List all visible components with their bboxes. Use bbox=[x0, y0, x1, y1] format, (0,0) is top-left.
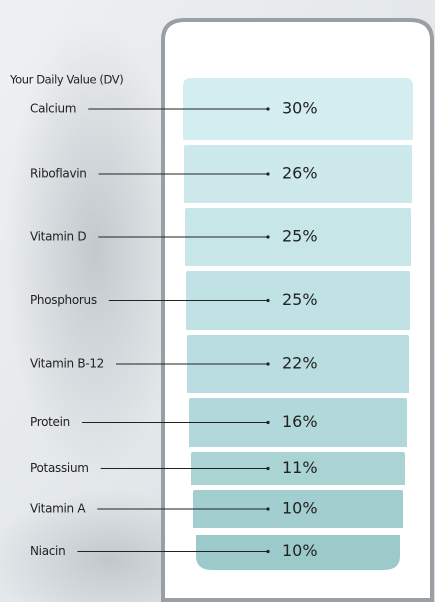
background-figure bbox=[5, 20, 185, 480]
connector-dot bbox=[266, 467, 269, 470]
connector-dot bbox=[266, 507, 269, 510]
nutrient-name: Protein bbox=[30, 415, 70, 429]
connector-dot bbox=[266, 421, 269, 424]
connector-dot bbox=[266, 107, 269, 110]
nutrient-value: 25% bbox=[282, 227, 318, 246]
connector-dot bbox=[266, 299, 269, 302]
connector-dot bbox=[266, 235, 269, 238]
nutrient-name: Niacin bbox=[30, 544, 65, 558]
nutrient-name: Phosphorus bbox=[30, 293, 97, 307]
infographic: Your Daily Value (DV) Calcium 30% Riboflav… bbox=[0, 0, 435, 602]
connector-dot bbox=[266, 550, 269, 553]
nutrient-value: 22% bbox=[282, 354, 318, 373]
nutrient-name: Vitamin A bbox=[30, 502, 86, 516]
nutrient-value: 26% bbox=[282, 164, 318, 183]
nutrient-value: 11% bbox=[282, 458, 318, 477]
nutrient-value: 10% bbox=[282, 499, 318, 518]
nutrient-value: 30% bbox=[282, 99, 318, 118]
title: Your Daily Value (DV) bbox=[9, 73, 123, 87]
connector-dot bbox=[266, 172, 269, 175]
nutrient-value: 10% bbox=[282, 541, 318, 560]
nutrient-value: 25% bbox=[282, 290, 318, 309]
nutrient-name: Calcium bbox=[30, 102, 76, 116]
nutrient-value: 16% bbox=[282, 412, 318, 431]
nutrient-name: Riboflavin bbox=[30, 167, 87, 181]
nutrient-name: Vitamin D bbox=[30, 230, 86, 244]
nutrient-name: Vitamin B-12 bbox=[30, 357, 104, 371]
nutrient-name: Potassium bbox=[30, 461, 89, 475]
connector-dot bbox=[266, 362, 269, 365]
